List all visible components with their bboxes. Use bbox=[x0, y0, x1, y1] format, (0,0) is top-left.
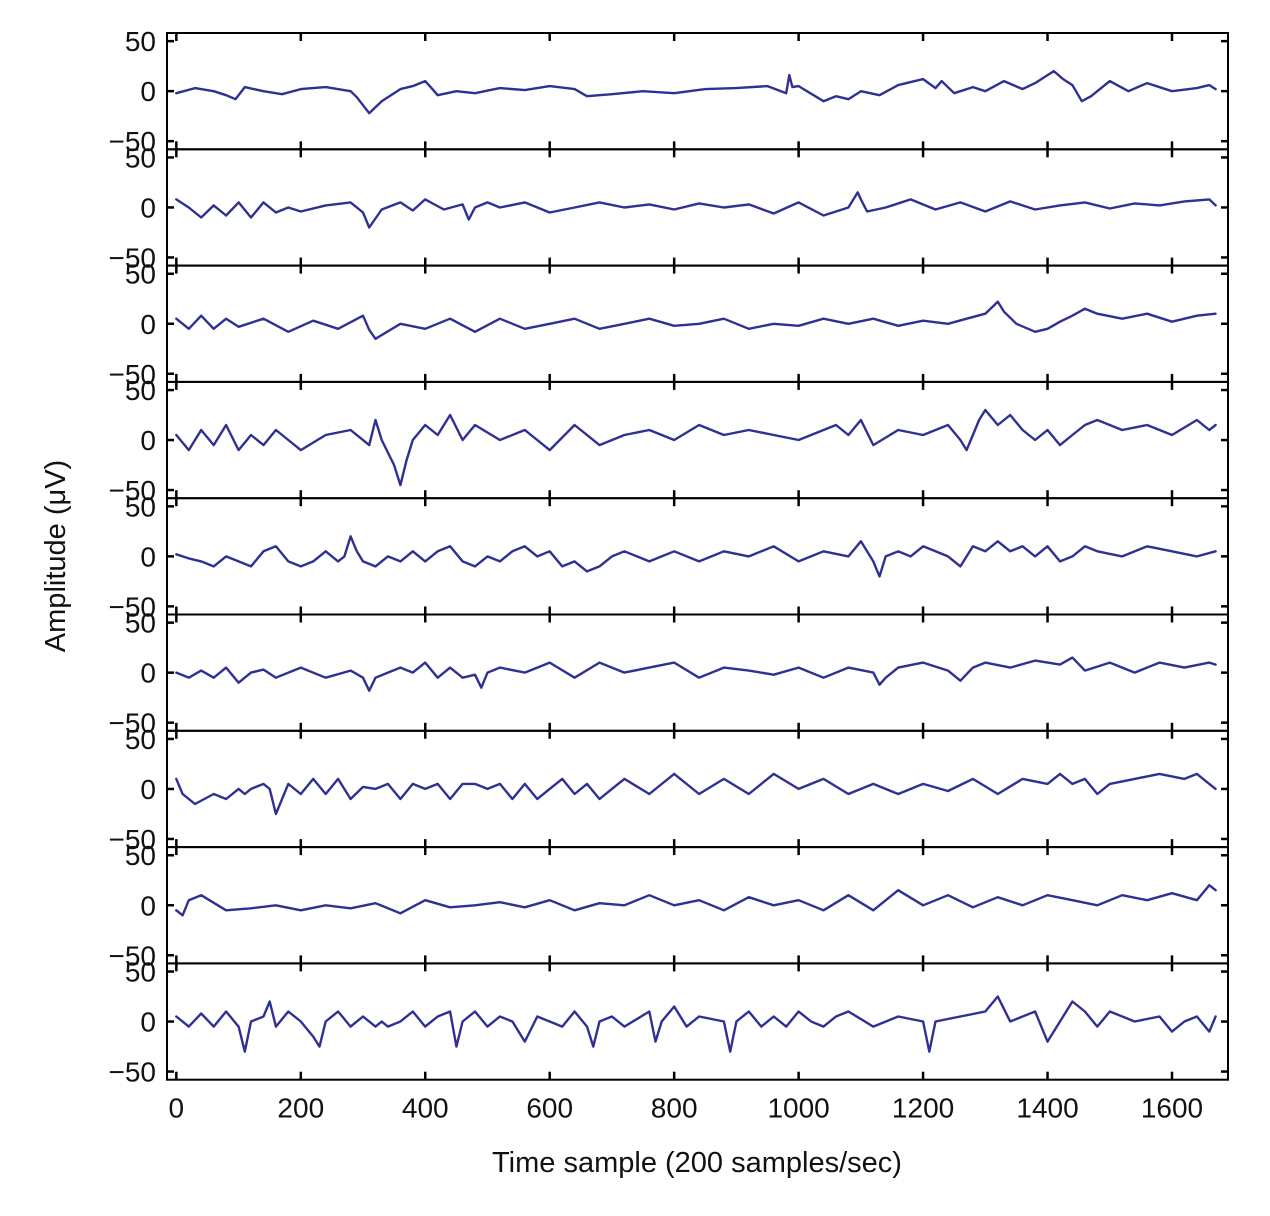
y-tick-label: −50 bbox=[109, 359, 157, 390]
y-tick-label: −50 bbox=[109, 1057, 157, 1088]
y-tick-label: 50 bbox=[125, 26, 156, 57]
channel-panel-3: 50 0 −50 bbox=[109, 259, 1229, 390]
channel-panel-5: 50 0 −50 bbox=[109, 491, 1229, 622]
y-tick-label: 50 bbox=[125, 840, 156, 871]
panel-frame bbox=[166, 497, 1229, 616]
x-tick-label: 800 bbox=[651, 1093, 698, 1124]
channel-panel-8: 50 0 −50 bbox=[109, 840, 1229, 971]
y-tick-label: 0 bbox=[140, 309, 156, 340]
y-tick-label: 50 bbox=[125, 957, 156, 988]
panel-frame bbox=[166, 148, 1229, 267]
y-tick-label: 0 bbox=[140, 890, 156, 921]
y-tick-label: 50 bbox=[125, 375, 156, 406]
channel-3-trace bbox=[175, 300, 1217, 340]
y-tick-label: 0 bbox=[140, 658, 156, 689]
x-tick-labels: 0 200 400 600 800 1000 1200 1400 1600 bbox=[169, 1093, 1204, 1124]
y-tick-label: 50 bbox=[125, 491, 156, 522]
y-tick-label: 50 bbox=[125, 259, 156, 290]
x-tick-label: 400 bbox=[402, 1093, 449, 1124]
y-tick-label: 0 bbox=[140, 774, 156, 805]
channel-panel-1: 50 0 −50 bbox=[109, 26, 1229, 157]
channel-7-trace bbox=[175, 772, 1217, 816]
x-tick-label: 0 bbox=[169, 1093, 185, 1124]
x-axis-label: Time sample (200 samples/sec) bbox=[492, 1147, 902, 1179]
y-tick-label: −50 bbox=[109, 940, 157, 971]
x-tick-label: 1200 bbox=[892, 1093, 954, 1124]
x-tick-label: 1400 bbox=[1016, 1093, 1078, 1124]
panel-frame bbox=[166, 729, 1229, 849]
channel-1-trace bbox=[175, 69, 1217, 115]
x-tick-label: 1000 bbox=[767, 1093, 829, 1124]
panel-frame bbox=[166, 613, 1229, 732]
y-tick-label: 0 bbox=[140, 1007, 156, 1038]
x-tick-label: 1600 bbox=[1141, 1093, 1203, 1124]
y-tick-label: 50 bbox=[125, 142, 156, 173]
channel-panel-7: 50 0 −50 bbox=[109, 724, 1229, 855]
y-axis-label: Amplitude (μV) bbox=[40, 460, 72, 652]
x-tick-label: 200 bbox=[277, 1093, 324, 1124]
y-tick-label: −50 bbox=[109, 708, 157, 739]
y-tick-label: −50 bbox=[109, 475, 157, 506]
y-tick-label: 0 bbox=[140, 76, 156, 107]
y-tick-label: −50 bbox=[109, 242, 157, 273]
y-tick-label: 0 bbox=[140, 425, 156, 456]
channel-2-trace bbox=[175, 191, 1217, 229]
channel-6-trace bbox=[175, 656, 1217, 692]
y-tick-label: 50 bbox=[125, 608, 156, 639]
y-tick-label: 0 bbox=[140, 541, 156, 572]
channel-panels: 500−50500−50500−50500−50500−50500−50500−… bbox=[109, 26, 1229, 1088]
y-tick-label: −50 bbox=[109, 591, 157, 622]
channel-8-trace bbox=[175, 884, 1217, 917]
channel-panel-9: 50 0 −50 bbox=[109, 957, 1229, 1088]
channel-panel-2: 50 0 −50 bbox=[109, 142, 1229, 273]
y-tick-label: 50 bbox=[125, 724, 156, 755]
y-tick-label: −50 bbox=[109, 126, 157, 157]
y-tick-label: −50 bbox=[109, 824, 157, 855]
channel-5-trace bbox=[175, 535, 1217, 578]
x-tick-label: 600 bbox=[526, 1093, 573, 1124]
channel-9-trace bbox=[175, 995, 1217, 1053]
channel-panel-4: 50 0 −50 bbox=[109, 375, 1229, 506]
channel-4-trace bbox=[175, 408, 1217, 487]
y-tick-label: 0 bbox=[140, 192, 156, 223]
channel-panel-6: 50 0 −50 bbox=[109, 608, 1229, 739]
panel-frame bbox=[166, 380, 1229, 500]
